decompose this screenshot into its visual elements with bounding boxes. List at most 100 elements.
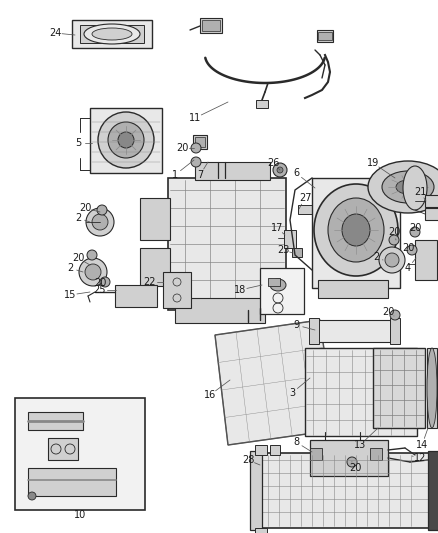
Bar	[415, 240, 437, 280]
Text: 22: 22	[144, 277, 156, 287]
Bar	[115, 285, 157, 307]
Ellipse shape	[273, 163, 287, 177]
Bar	[140, 198, 170, 240]
Text: 2: 2	[67, 263, 73, 273]
Text: 20: 20	[79, 203, 91, 213]
Ellipse shape	[98, 112, 154, 168]
Bar	[318, 32, 332, 40]
Bar	[312, 178, 400, 288]
Bar	[428, 451, 438, 530]
Bar	[318, 280, 388, 298]
Text: 5: 5	[75, 138, 81, 148]
Bar	[255, 445, 267, 455]
Ellipse shape	[407, 245, 417, 255]
Bar	[200, 18, 222, 33]
Bar	[193, 135, 207, 149]
Text: 11: 11	[189, 113, 201, 123]
Bar	[140, 248, 170, 286]
Bar	[255, 528, 267, 533]
Bar	[373, 348, 425, 428]
Text: 20: 20	[94, 278, 106, 288]
Text: 24: 24	[49, 28, 61, 38]
Bar	[28, 468, 116, 496]
Bar	[90, 108, 162, 173]
Ellipse shape	[385, 253, 399, 267]
Ellipse shape	[427, 348, 437, 428]
Ellipse shape	[84, 24, 140, 44]
Ellipse shape	[191, 143, 201, 153]
Ellipse shape	[347, 457, 357, 467]
Ellipse shape	[342, 214, 370, 246]
Bar	[317, 30, 333, 42]
Bar	[15, 398, 145, 510]
Text: 25: 25	[94, 285, 106, 295]
Text: 21: 21	[414, 187, 426, 197]
Bar	[284, 230, 296, 248]
Bar	[312, 320, 392, 342]
Bar	[48, 438, 78, 460]
Text: 4: 4	[405, 263, 411, 273]
Text: 7: 7	[197, 170, 203, 180]
Text: 23: 23	[277, 245, 289, 255]
Text: 28: 28	[242, 455, 254, 465]
Ellipse shape	[389, 235, 399, 245]
Text: 10: 10	[74, 510, 86, 520]
Bar	[298, 205, 312, 214]
Bar	[305, 348, 417, 436]
Bar	[425, 195, 438, 207]
Ellipse shape	[403, 166, 427, 210]
Bar	[256, 100, 268, 108]
Text: 3: 3	[289, 388, 295, 398]
Ellipse shape	[87, 250, 97, 260]
Text: 20: 20	[409, 223, 421, 233]
Text: 26: 26	[267, 158, 279, 168]
Text: 13: 13	[354, 440, 366, 450]
Text: 6: 6	[293, 168, 299, 178]
Bar	[168, 178, 286, 310]
Text: 17: 17	[271, 223, 283, 233]
Ellipse shape	[92, 214, 108, 230]
Text: 8: 8	[293, 437, 299, 447]
Ellipse shape	[108, 122, 144, 158]
Text: 15: 15	[64, 290, 76, 300]
Ellipse shape	[118, 132, 134, 148]
Ellipse shape	[191, 157, 201, 167]
Text: 19: 19	[367, 158, 379, 168]
Text: 9: 9	[293, 320, 299, 330]
Bar	[309, 318, 319, 344]
Text: 18: 18	[234, 285, 246, 295]
Bar	[270, 445, 280, 455]
Ellipse shape	[100, 277, 110, 287]
Text: 20: 20	[388, 227, 400, 237]
Bar	[292, 248, 302, 257]
Bar	[80, 25, 144, 43]
Bar	[427, 348, 437, 428]
Bar	[163, 272, 191, 308]
Ellipse shape	[277, 167, 283, 173]
Bar	[310, 448, 322, 460]
Bar	[175, 298, 265, 323]
Ellipse shape	[396, 180, 420, 194]
Text: 20: 20	[349, 463, 361, 473]
Ellipse shape	[390, 310, 400, 320]
Ellipse shape	[410, 227, 420, 237]
Text: 14: 14	[416, 440, 428, 450]
Bar	[72, 20, 152, 48]
Ellipse shape	[314, 184, 398, 276]
Ellipse shape	[92, 28, 132, 40]
Polygon shape	[215, 320, 335, 445]
Ellipse shape	[86, 208, 114, 236]
Bar	[195, 162, 270, 180]
Text: 27: 27	[299, 193, 311, 203]
Bar	[268, 278, 280, 286]
Ellipse shape	[368, 161, 438, 213]
Text: 12: 12	[414, 453, 426, 463]
Bar	[425, 208, 438, 220]
Bar	[202, 20, 220, 31]
Bar	[28, 412, 83, 430]
Ellipse shape	[79, 258, 107, 286]
Ellipse shape	[382, 171, 434, 203]
Text: 2: 2	[75, 213, 81, 223]
Ellipse shape	[328, 198, 384, 262]
Bar	[390, 318, 400, 344]
